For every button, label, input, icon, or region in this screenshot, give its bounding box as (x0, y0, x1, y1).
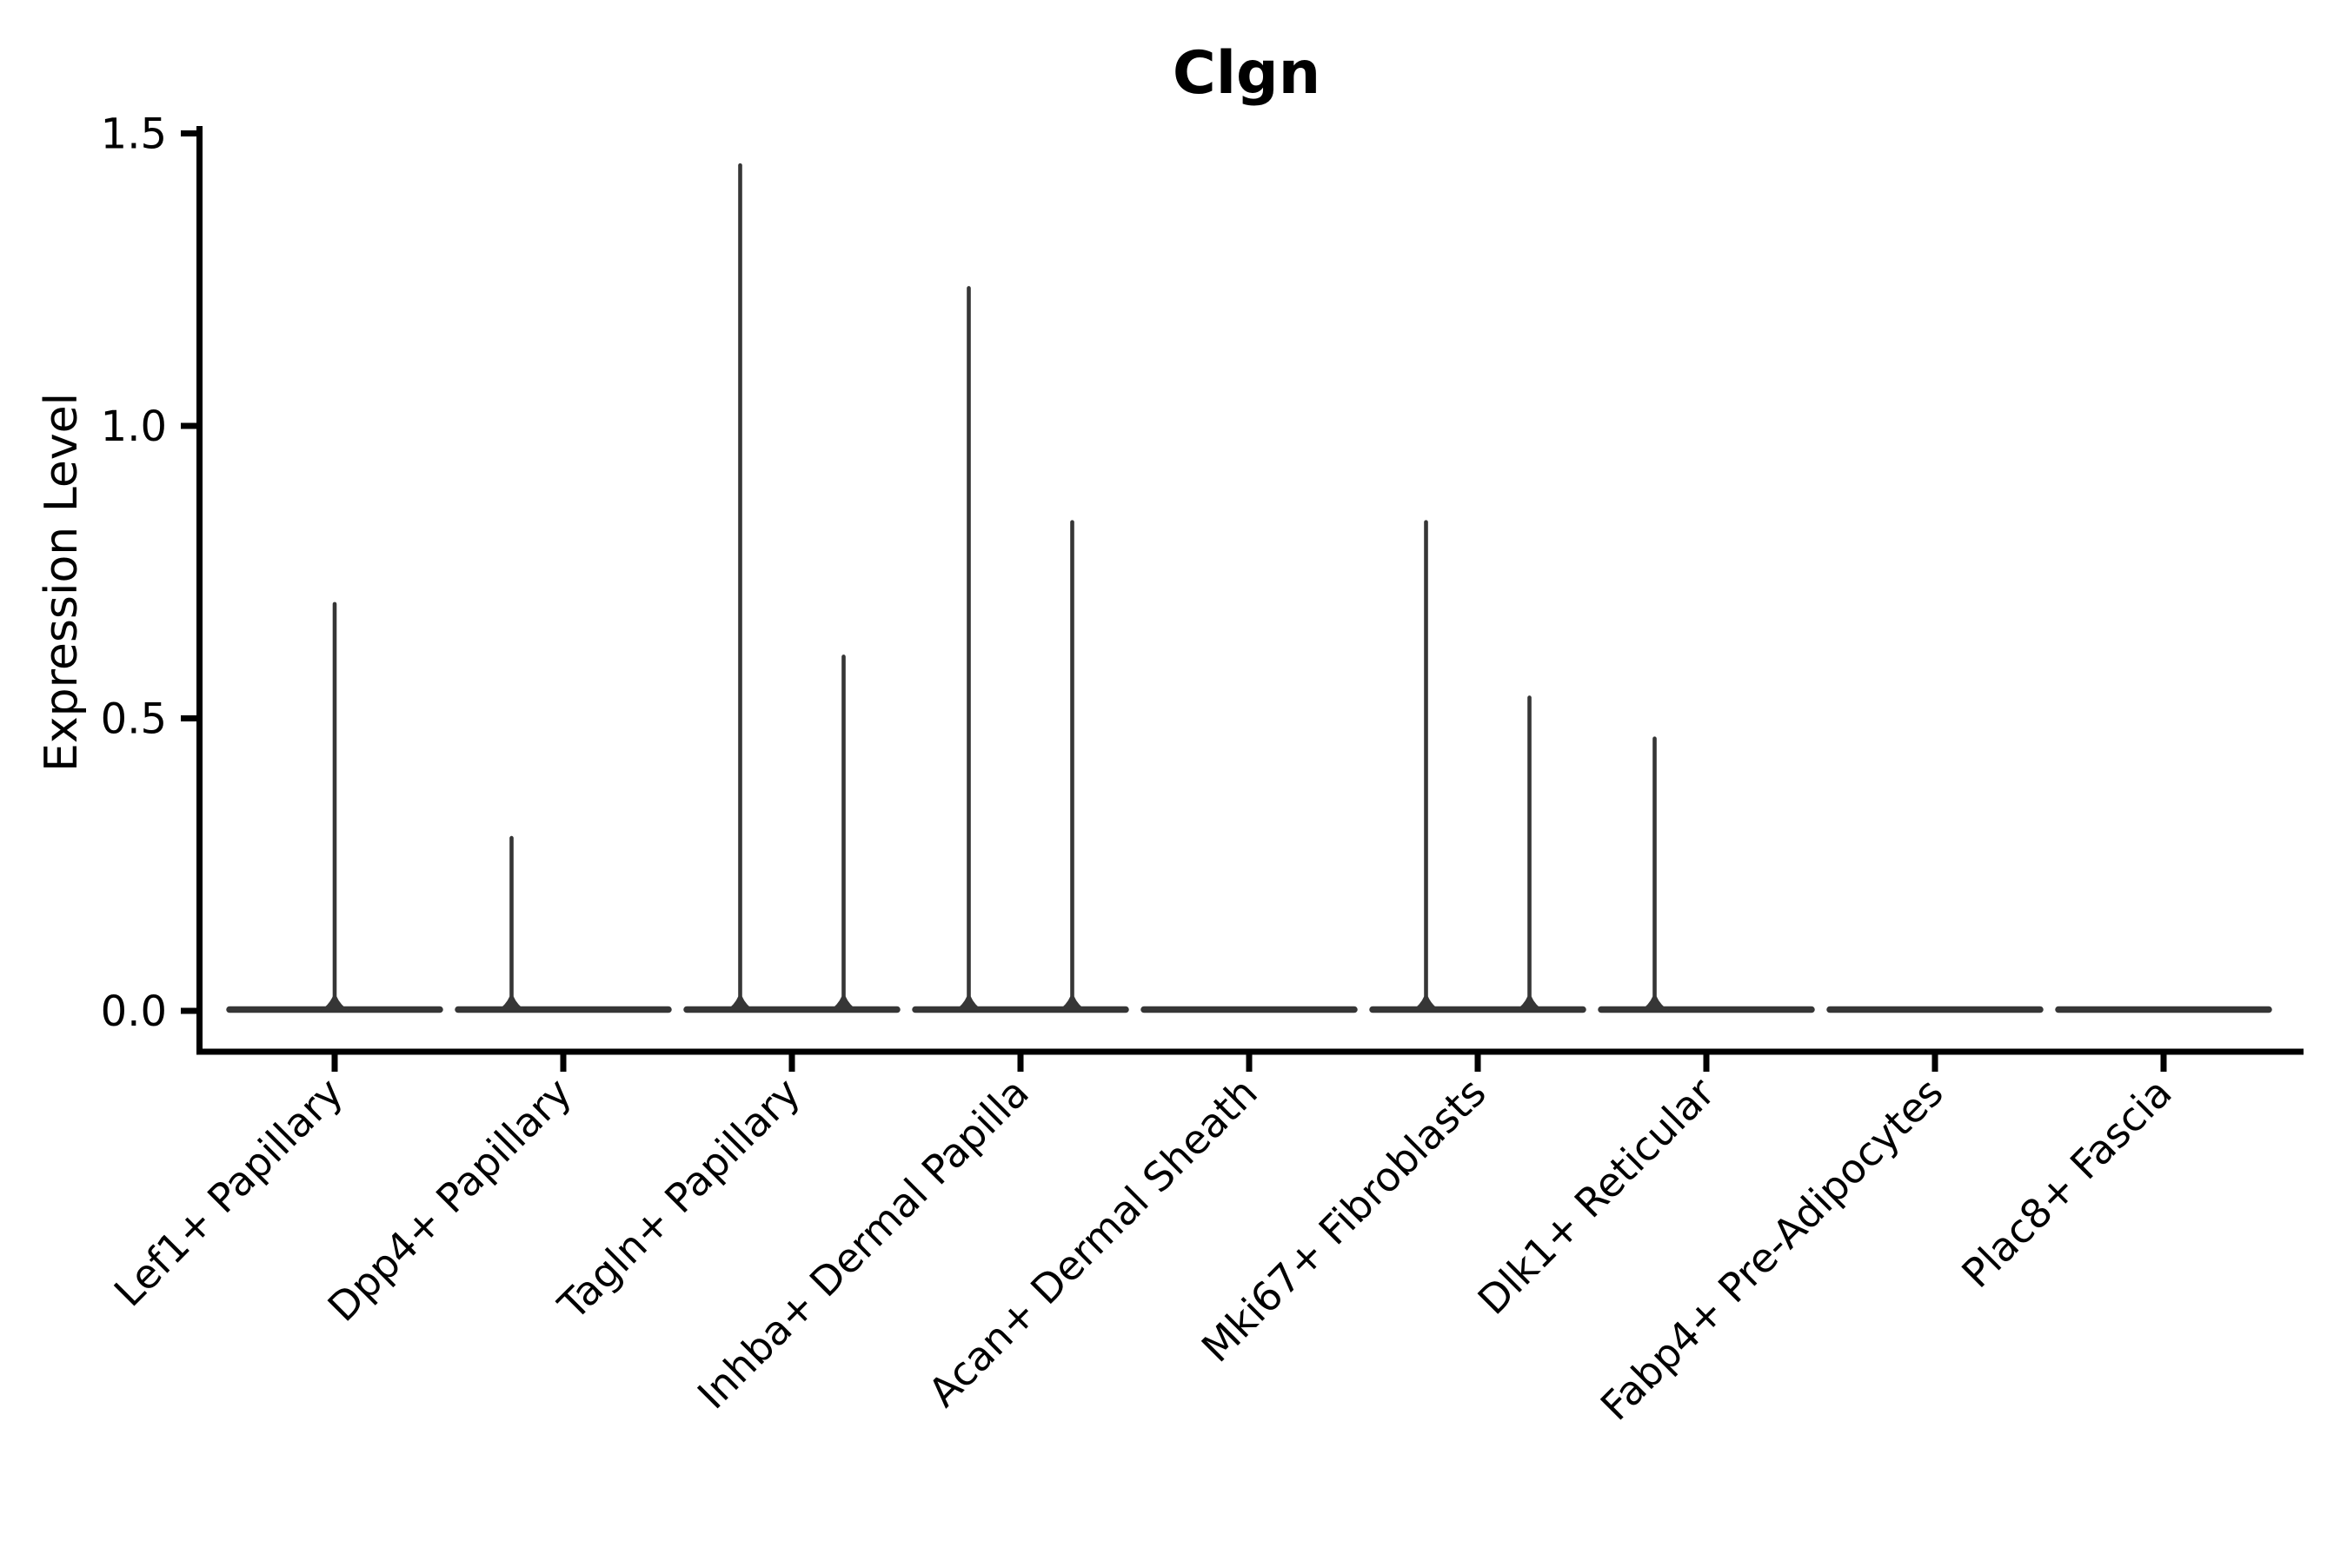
x-tick-label: Lef1+ Papillary (105, 1069, 352, 1316)
x-tick-label: Dpp4+ Papillary (319, 1069, 581, 1331)
axes (196, 126, 2304, 1055)
y-tick-label: 1.0 (101, 402, 167, 451)
y-tick-label: 1.5 (101, 110, 167, 159)
y-tick-label: 0.5 (101, 695, 167, 744)
x-tick-label: Plac8+ Fascia (1952, 1069, 2180, 1297)
x-tick-label: Dlk1+ Reticular (1469, 1069, 1724, 1324)
y-axis-ticks (181, 130, 199, 1014)
violins-layer (226, 163, 2272, 1013)
y-axis-title: Expression Level (36, 393, 88, 772)
x-axis-tick-labels: Lef1+ Papillary Dpp4+ Papillary Tagln+ P… (105, 1069, 2181, 1430)
y-tick-label: 0.0 (101, 987, 167, 1036)
x-axis-ticks (331, 1054, 2167, 1072)
y-axis-tick-labels: 1.5 1.0 0.5 0.0 (101, 110, 167, 1037)
x-tick-label: Tagln+ Papillary (549, 1069, 809, 1330)
plot-title: Clgn (1173, 39, 1320, 108)
